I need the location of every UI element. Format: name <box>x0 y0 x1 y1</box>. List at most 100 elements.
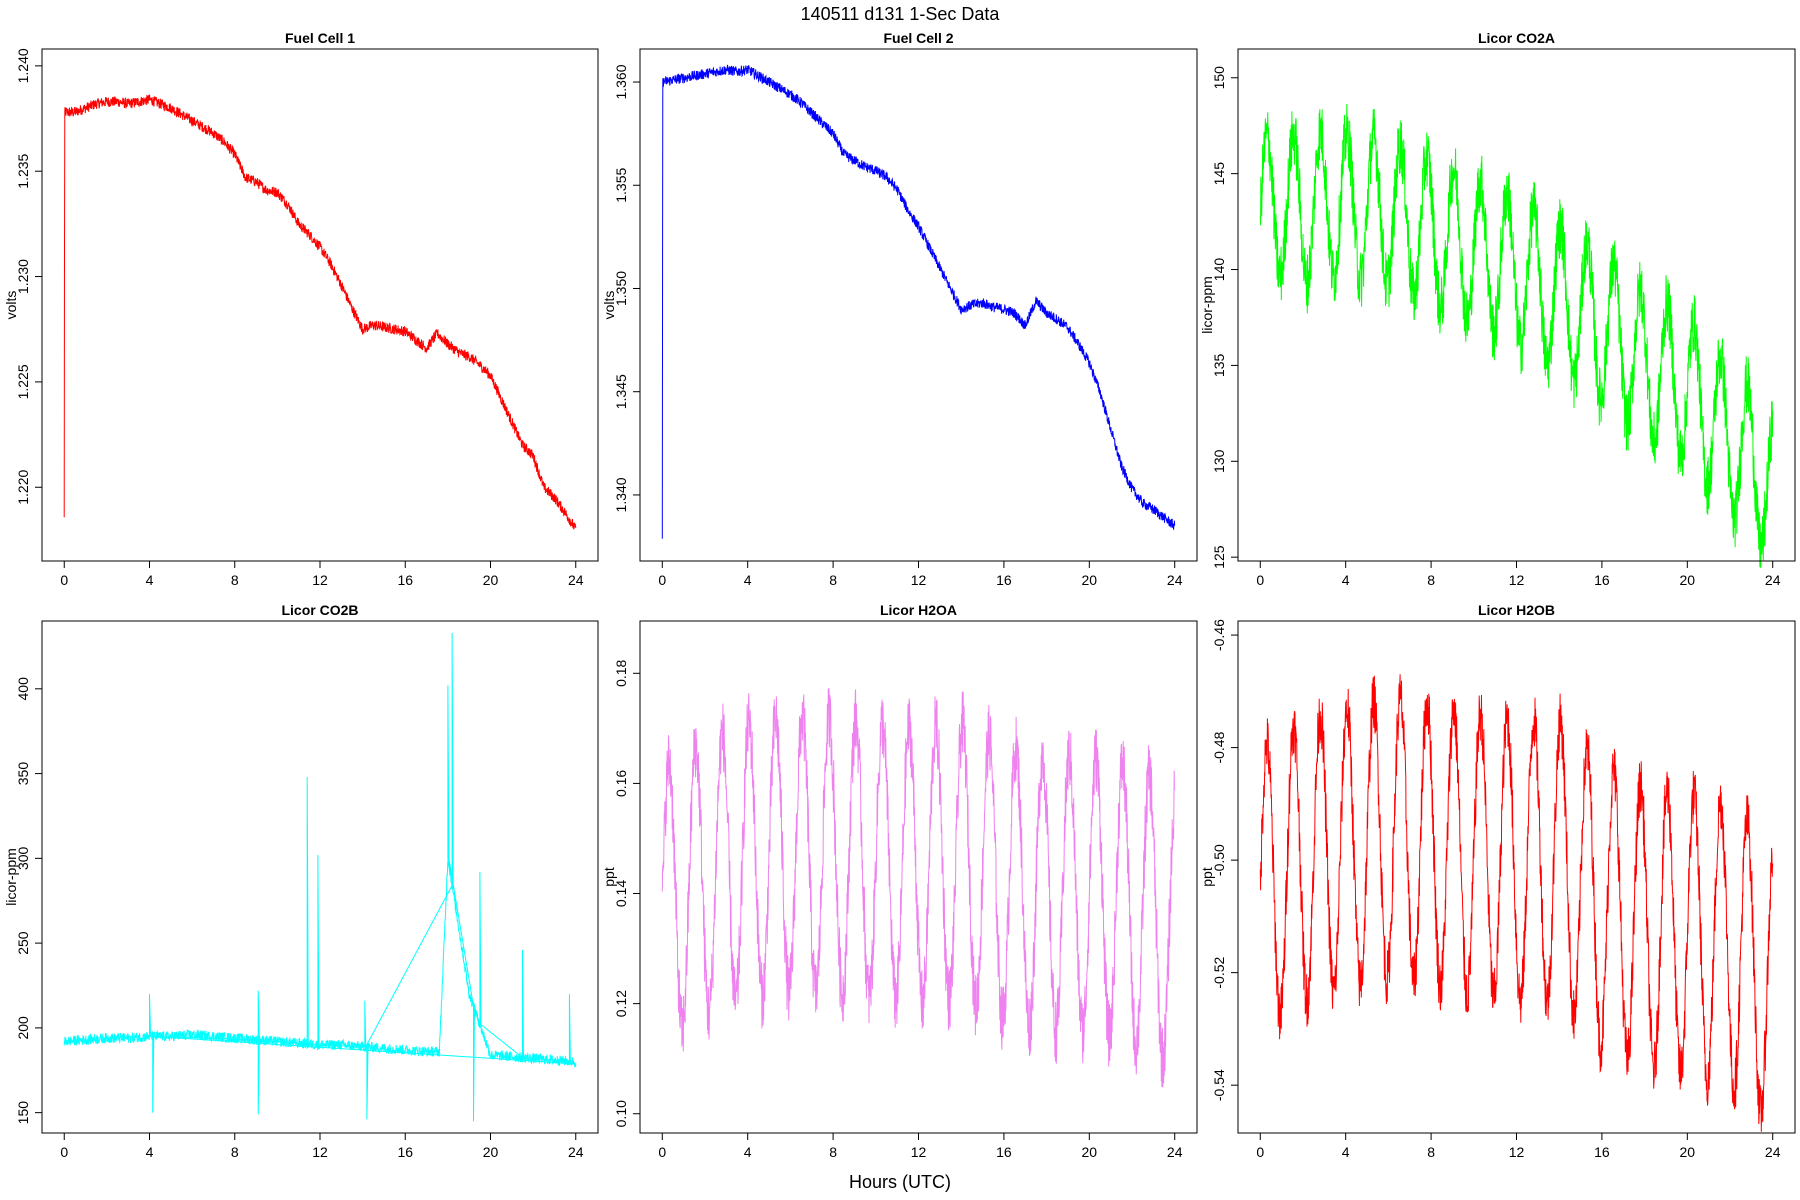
plot-frame <box>639 48 1198 562</box>
y-tick-label: 400 <box>15 677 31 701</box>
panel-title: Fuel Cell 2 <box>883 30 953 46</box>
x-tick-label: 0 <box>1256 1144 1264 1160</box>
y-tick-label: 130 <box>1211 449 1227 473</box>
y-tick-label: 1.235 <box>15 153 31 188</box>
y-tick-label: 1.360 <box>613 64 629 99</box>
y-axis-label: ppt <box>1199 867 1215 887</box>
x-tick-label: 12 <box>1509 572 1525 588</box>
y-axis-label: volts <box>601 291 617 320</box>
y-axis-label: volts <box>3 291 19 320</box>
panel-5: Licor H2OA ppt 0 4 8 12 16 20 24 0.10 0.12 0.14 0.16… <box>601 602 1198 1160</box>
panel-title: Licor CO2B <box>281 602 358 618</box>
y-tick-label: 1.355 <box>613 168 629 203</box>
x-tick-label: 24 <box>1167 1144 1183 1160</box>
y-tick-label: -0.48 <box>1211 731 1227 763</box>
x-tick-label: 16 <box>996 1144 1012 1160</box>
x-tick-label: 8 <box>1427 572 1435 588</box>
x-tick-label: 4 <box>1342 1144 1350 1160</box>
y-tick-label: 250 <box>15 931 31 955</box>
x-axis-label: Hours (UTC) <box>849 1172 951 1192</box>
y-tick-label: 0.10 <box>613 1100 629 1127</box>
x-tick-label: 16 <box>996 572 1012 588</box>
panel-2: Fuel Cell 2 volts 0 4 8 12 16 20 24 1.340 1.345 1.3… <box>601 30 1198 588</box>
series-line <box>1259 674 1774 1132</box>
y-tick-label: 0.16 <box>613 770 629 797</box>
y-tick-label: 1.340 <box>613 477 629 512</box>
x-tick-label: 4 <box>146 1144 154 1160</box>
x-tick-label: 20 <box>1082 572 1098 588</box>
series-line <box>63 94 577 530</box>
x-tick-label: 24 <box>568 572 584 588</box>
x-tick-label: 16 <box>397 1144 413 1160</box>
panel-title: Fuel Cell 1 <box>285 30 355 46</box>
panel-3: Licor CO2A licor-ppm 0 4 8 12 16 20 24 125 130 135 1… <box>1199 30 1796 588</box>
y-tick-label: 200 <box>15 1016 31 1040</box>
x-tick-label: 24 <box>1167 572 1183 588</box>
y-axis-label: licor-ppm <box>3 848 19 906</box>
x-tick-label: 0 <box>658 1144 666 1160</box>
x-tick-label: 12 <box>911 1144 927 1160</box>
x-tick-label: 4 <box>744 1144 752 1160</box>
series-line <box>661 64 1176 539</box>
x-tick-label: 20 <box>1082 1144 1098 1160</box>
x-tick-label: 8 <box>231 1144 239 1160</box>
x-tick-label: 12 <box>911 572 927 588</box>
y-tick-label: 1.240 <box>15 48 31 83</box>
panel-1: Fuel Cell 1 volts 0 4 8 12 16 20 24 1.220 1.225 1.2… <box>3 30 599 588</box>
x-tick-label: 16 <box>1594 1144 1610 1160</box>
x-tick-label: 0 <box>1256 572 1264 588</box>
panel-title: Licor H2OB <box>1478 602 1555 618</box>
x-tick-label: 12 <box>312 1144 328 1160</box>
y-tick-label: -0.54 <box>1211 1069 1227 1101</box>
x-tick-label: 0 <box>658 572 666 588</box>
y-tick-label: -0.52 <box>1211 956 1227 988</box>
y-tick-label: 150 <box>15 1101 31 1125</box>
x-tick-label: 12 <box>1509 1144 1525 1160</box>
y-tick-label: 145 <box>1211 162 1227 186</box>
series-line <box>63 632 577 1122</box>
series-line <box>1259 103 1774 568</box>
panel-6: Licor H2OB ppt 0 4 8 12 16 20 24 -0.54 -0.52 -0.50 -… <box>1199 602 1796 1160</box>
panel-title: Licor H2OA <box>880 602 957 618</box>
y-tick-label: 1.230 <box>15 259 31 294</box>
x-tick-label: 24 <box>1765 1144 1781 1160</box>
y-tick-label: 0.14 <box>613 880 629 907</box>
plot-frame <box>639 620 1198 1134</box>
x-tick-label: 8 <box>829 1144 837 1160</box>
x-tick-label: 24 <box>568 1144 584 1160</box>
x-tick-label: 24 <box>1765 572 1781 588</box>
x-tick-label: 16 <box>397 572 413 588</box>
x-tick-label: 0 <box>60 1144 68 1160</box>
y-tick-label: 1.220 <box>15 470 31 505</box>
y-tick-label: 1.345 <box>613 374 629 409</box>
y-tick-label: 350 <box>15 762 31 786</box>
y-tick-label: 0.12 <box>613 990 629 1017</box>
x-tick-label: 16 <box>1594 572 1610 588</box>
series-line <box>661 688 1176 1088</box>
y-tick-label: 1.350 <box>613 271 629 306</box>
x-tick-label: 4 <box>146 572 154 588</box>
y-tick-label: -0.46 <box>1211 619 1227 651</box>
x-tick-label: 8 <box>231 572 239 588</box>
x-tick-label: 20 <box>483 1144 499 1160</box>
plot-frame <box>41 48 599 562</box>
x-tick-label: 12 <box>312 572 328 588</box>
panel-title: Licor CO2A <box>1478 30 1555 46</box>
y-tick-label: 135 <box>1211 354 1227 378</box>
y-tick-label: 140 <box>1211 258 1227 282</box>
x-tick-label: 20 <box>1680 572 1696 588</box>
x-tick-label: 20 <box>1680 1144 1696 1160</box>
x-tick-label: 8 <box>1427 1144 1435 1160</box>
y-tick-label: 150 <box>1211 66 1227 90</box>
x-tick-label: 4 <box>1342 572 1350 588</box>
x-tick-label: 20 <box>483 572 499 588</box>
y-tick-label: 125 <box>1211 545 1227 569</box>
y-tick-label: 0.18 <box>613 659 629 686</box>
y-tick-label: 300 <box>15 846 31 870</box>
y-tick-label: -0.50 <box>1211 844 1227 876</box>
panel-4: Licor CO2B licor-ppm 0 4 8 12 16 20 24 150 200 250 3… <box>3 602 599 1160</box>
y-tick-label: 1.225 <box>15 364 31 399</box>
y-axis-label: ppt <box>601 867 617 887</box>
